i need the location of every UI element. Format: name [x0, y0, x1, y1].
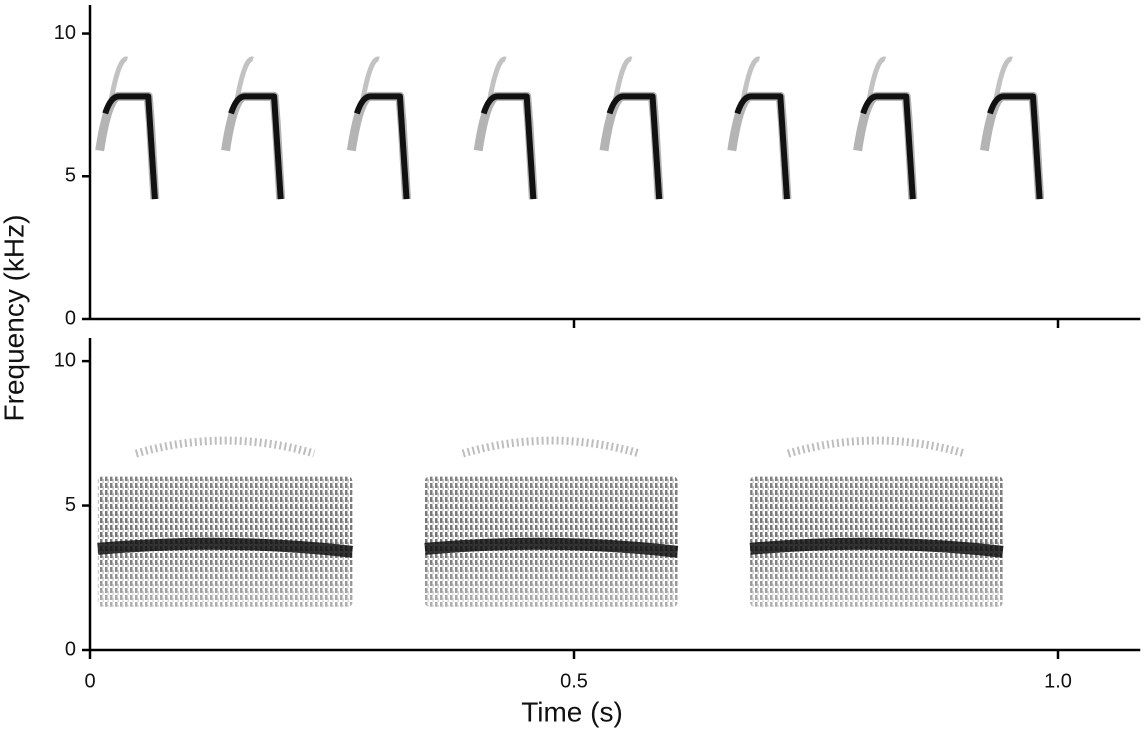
syllable-core: [354, 93, 410, 200]
syllable: [95, 56, 160, 200]
syllable: [749, 436, 1004, 607]
x-axis-label: Time (s): [521, 696, 623, 727]
dominant-band: [749, 537, 1004, 558]
syllable: [346, 56, 412, 200]
syllable-core: [102, 93, 158, 200]
syllable: [221, 56, 286, 200]
y-tick-label: 0: [65, 307, 76, 329]
panel: 0 5 10 0 0.5 1.0: [54, 338, 1141, 692]
syllable: [727, 56, 792, 200]
panel: 0 5 10: [54, 5, 1141, 329]
y-tick-label: 5: [65, 494, 76, 516]
y-tick-label: 10: [54, 349, 76, 371]
syllable: [473, 56, 538, 200]
syllable-core: [860, 93, 916, 200]
x-tick-label: 0.5: [560, 670, 588, 692]
y-tick-label: 10: [54, 22, 76, 44]
harmonic-band: [786, 436, 967, 458]
syllable-core: [606, 93, 663, 200]
x-tick-label: 1.0: [1044, 670, 1072, 692]
y-tick-label: 0: [65, 638, 76, 660]
x-tick-label: 0: [84, 670, 95, 692]
dominant-band: [424, 537, 679, 558]
harmonic-band: [134, 436, 316, 458]
y-axis-label: Frequency (kHz): [0, 215, 29, 422]
syllable: [97, 436, 354, 607]
syllable-core: [987, 93, 1043, 200]
harmonic-band: [461, 436, 641, 458]
syllable-core: [228, 93, 284, 200]
syllable-core: [480, 93, 537, 200]
y-tick-label: 5: [65, 165, 76, 187]
syllable: [853, 56, 918, 200]
syllable: [424, 436, 679, 607]
dominant-band: [97, 537, 354, 558]
syllable: [599, 56, 664, 200]
syllable: [979, 56, 1045, 200]
syllable-core: [734, 93, 790, 200]
